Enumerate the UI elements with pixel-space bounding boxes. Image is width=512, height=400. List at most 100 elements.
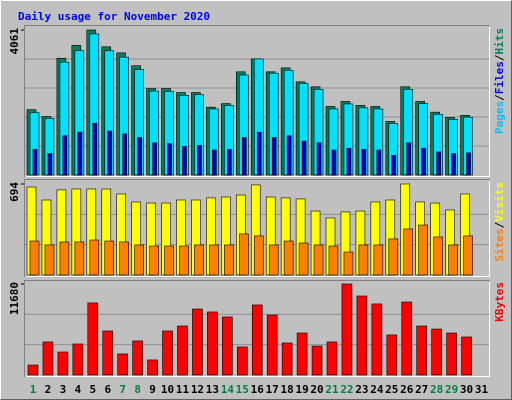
bar: [256, 131, 262, 176]
bar: [137, 137, 142, 176]
x-tick-label: 12: [191, 383, 204, 396]
bar: [209, 244, 219, 276]
x-tick-label: 15: [236, 383, 249, 396]
x-tick-label: 21: [325, 383, 339, 396]
legend-separator: /: [493, 221, 506, 228]
bar: [356, 295, 368, 376]
x-tick-label: 9: [149, 383, 156, 396]
bar: [406, 142, 412, 176]
bar: [343, 251, 354, 276]
plot-bevel: [25, 180, 490, 277]
bar: [446, 332, 457, 376]
bar: [296, 332, 308, 376]
bar: [167, 143, 172, 176]
bar: [286, 135, 292, 176]
legend-entry: Hits: [493, 28, 506, 55]
bar: [253, 235, 264, 276]
legend-entry: KBytes: [493, 282, 506, 322]
bar: [132, 340, 143, 376]
bar: [117, 353, 128, 376]
x-tick-label: 23: [355, 383, 368, 396]
bar: [147, 359, 158, 376]
bar: [313, 244, 324, 276]
legend-separator: /: [493, 54, 506, 61]
x-tick-label: 4: [75, 383, 82, 396]
bar: [194, 244, 204, 276]
x-tick-label: 7: [119, 383, 126, 396]
bar: [251, 304, 263, 376]
bar: [421, 147, 427, 176]
bar: [346, 147, 352, 176]
bar: [182, 146, 187, 176]
bar: [466, 152, 471, 176]
x-tick-label: 30: [460, 383, 473, 396]
bar: [376, 149, 382, 176]
bar: [149, 245, 159, 276]
bar: [316, 142, 322, 176]
legend-entry: Pages: [493, 101, 506, 134]
bar: [29, 240, 40, 276]
y-tick-label: 11680: [8, 282, 21, 315]
legend-entry: Sites: [493, 228, 506, 261]
bar: [328, 245, 339, 276]
bar: [74, 241, 85, 276]
bar: [162, 330, 173, 376]
bar: [431, 328, 442, 376]
bar: [89, 239, 100, 276]
bar: [152, 142, 157, 176]
bar: [331, 149, 337, 176]
bar: [119, 241, 129, 276]
x-tick-label: 3: [60, 383, 67, 396]
bar: [102, 330, 114, 376]
bar: [197, 145, 202, 176]
bar: [62, 135, 68, 176]
bar: [461, 336, 472, 376]
bar: [239, 233, 249, 276]
bar: [72, 343, 84, 376]
bar: [164, 245, 174, 276]
x-tick-label: 11: [176, 383, 190, 396]
x-tick-label: 20: [310, 383, 323, 396]
plot-bevel: [25, 26, 490, 177]
bar: [47, 153, 53, 176]
bar: [283, 240, 294, 276]
bar: [298, 242, 309, 276]
y-tick-label: 4061: [8, 28, 21, 55]
legend-entry: Files: [493, 61, 506, 94]
x-tick-label: 13: [206, 383, 219, 396]
bar: [179, 245, 189, 276]
bar: [358, 244, 369, 276]
bar: [92, 122, 98, 176]
x-tick-label: 29: [445, 383, 458, 396]
x-tick-label: 16: [251, 383, 265, 396]
x-tick-label: 1: [30, 383, 37, 396]
bar: [463, 235, 473, 276]
bar: [42, 341, 54, 376]
plot-bevel: [25, 281, 490, 377]
bar: [212, 149, 217, 176]
x-tick-label: 8: [134, 383, 141, 396]
bar: [401, 301, 413, 376]
legend: KBytes: [493, 282, 506, 322]
bar: [207, 311, 218, 376]
bar: [27, 364, 39, 376]
x-tick-label: 28: [430, 383, 443, 396]
bar: [107, 130, 113, 176]
bar: [266, 314, 278, 376]
legend: Pages/Files/Hits: [493, 28, 506, 134]
bar: [403, 228, 414, 276]
chart-title: Daily usage for November 2020: [18, 10, 210, 23]
bar: [326, 341, 338, 376]
bar: [242, 137, 247, 176]
bar: [388, 238, 399, 276]
x-tick-label: 2: [45, 383, 52, 396]
bar: [451, 153, 456, 176]
legend: Sites/Visits: [493, 182, 506, 262]
bar: [177, 325, 188, 376]
x-tick-label: 6: [104, 383, 111, 396]
legend-separator: /: [493, 94, 506, 101]
legend-entry: Visits: [493, 182, 506, 222]
bar: [416, 325, 428, 376]
